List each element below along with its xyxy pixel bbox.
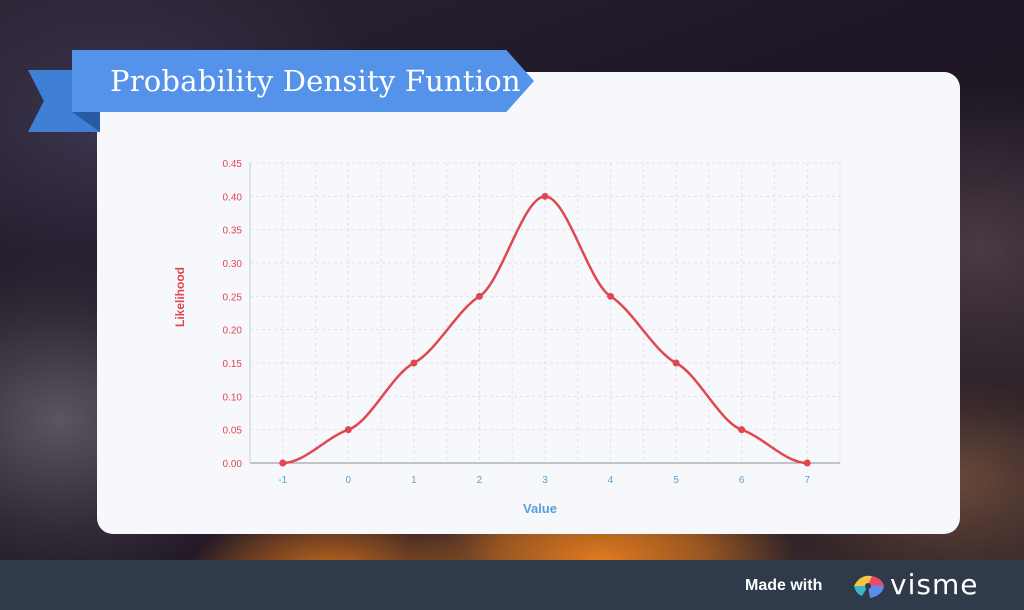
y-tick-label: 0.30 [223, 259, 243, 270]
visme-logo-icon [854, 575, 884, 598]
series [279, 192, 811, 467]
y-tick-label: 0.05 [223, 426, 243, 437]
pdf-chart: 0.00 0.05 0.10 0.15 0.20 0.25 0.30 0.35 0.40 0.45… [173, 159, 841, 516]
data-point [541, 192, 549, 200]
y-tick-labels: 0.00 0.05 0.10 0.15 0.20 0.25 0.30 0.35 0.40 0.45 [223, 159, 243, 470]
chart-title: Probability Density Funtion [110, 64, 521, 98]
x-tick-label: 3 [542, 475, 548, 486]
data-point [803, 459, 811, 467]
y-axis-label: Likelihood [173, 267, 187, 327]
x-tick-label: 0 [346, 475, 352, 486]
x-tick-label: 2 [477, 475, 483, 486]
data-point [607, 292, 615, 300]
made-with-text: Made with [745, 577, 823, 594]
chart-card [97, 72, 960, 534]
y-tick-label: 0.10 [223, 392, 243, 403]
y-tick-label: 0.45 [223, 159, 243, 170]
y-tick-label: 0.35 [223, 226, 243, 237]
footer-bar: Made with visme [0, 560, 1024, 610]
data-point [410, 359, 418, 367]
y-tick-label: 0.20 [223, 326, 243, 337]
data-point [279, 459, 287, 467]
x-tick-label: 1 [411, 475, 417, 486]
axes [249, 163, 840, 464]
y-tick-label: 0.00 [223, 459, 243, 470]
y-tick-label: 0.25 [223, 292, 243, 303]
grid [249, 162, 841, 464]
x-tick-label: 6 [739, 475, 745, 486]
data-point [738, 426, 746, 434]
title-banner: Probability Density Funtion [72, 50, 534, 112]
x-tick-labels: -1 0 1 2 3 4 5 6 7 [278, 475, 810, 486]
visme-brand-name: visme [890, 568, 979, 601]
x-tick-label: 7 [804, 475, 810, 486]
data-point [475, 292, 483, 300]
x-tick-label: -1 [278, 475, 287, 486]
y-tick-label: 0.40 [223, 192, 243, 203]
data-point [344, 426, 352, 434]
y-tick-label: 0.15 [223, 359, 243, 370]
x-tick-label: 5 [673, 475, 679, 486]
x-axis-label: Value [523, 501, 557, 516]
x-tick-label: 4 [608, 475, 614, 486]
data-point [672, 359, 680, 367]
